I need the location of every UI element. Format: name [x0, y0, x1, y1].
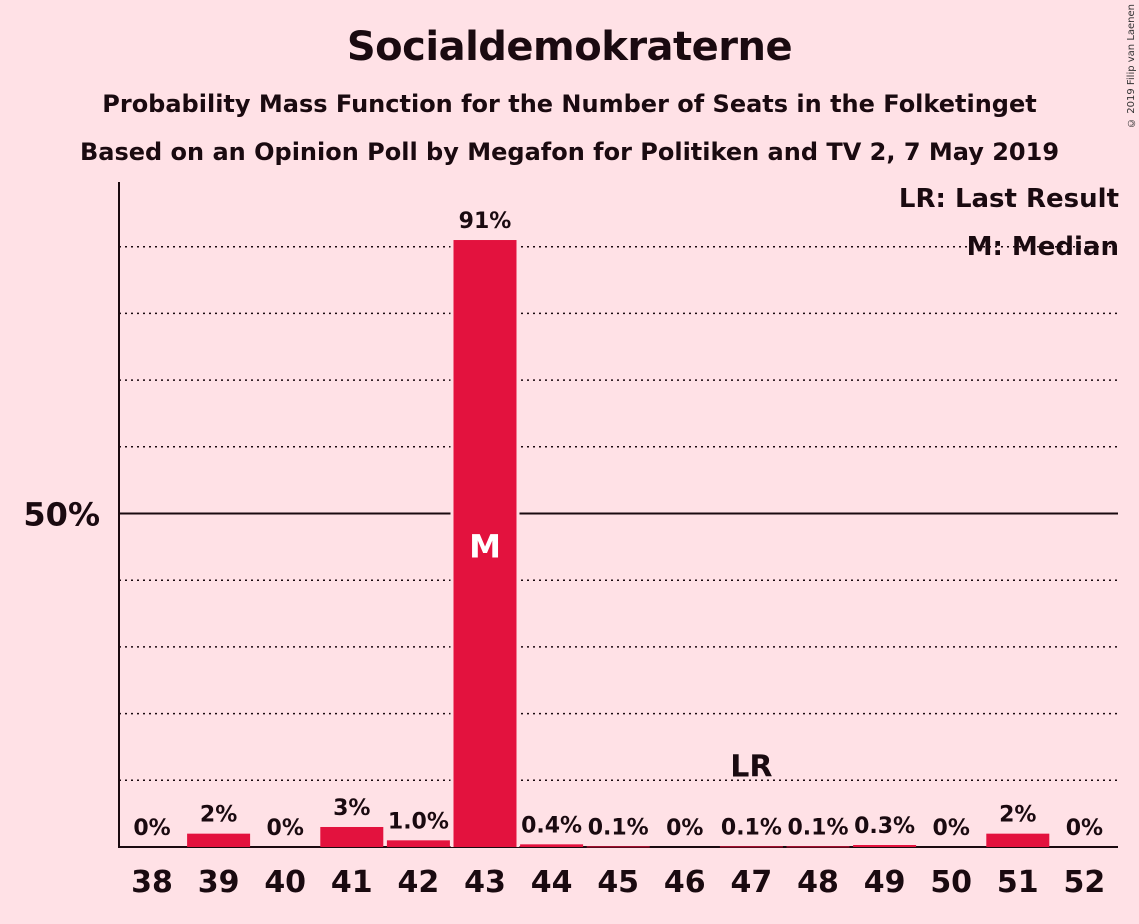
data-label-seat-47: 0.1%: [721, 815, 782, 840]
chart-subtitle-poll: Based on an Opinion Poll by Megafon for …: [79, 138, 1060, 166]
data-label-seat-44: 0.4%: [521, 813, 582, 838]
data-label-seat-39: 2%: [200, 803, 237, 828]
chart-subtitle: Probability Mass Function for the Number…: [102, 90, 1037, 118]
last-result-marker: LR: [730, 749, 772, 784]
legend-last-result: LR: Last Result: [898, 184, 1119, 214]
y-tick-label: 50%: [23, 496, 100, 534]
data-label-seat-38: 0%: [133, 816, 170, 841]
bar-seat-45: [586, 846, 650, 848]
x-tick-label-48: 48: [797, 865, 839, 900]
x-tick-label-39: 39: [198, 865, 240, 900]
data-label-seat-50: 0%: [933, 816, 970, 841]
bar-seat-41: [320, 826, 384, 847]
data-label-seat-46: 0%: [666, 816, 703, 841]
x-tick-label-38: 38: [131, 865, 173, 900]
x-tick-label-43: 43: [464, 865, 506, 900]
data-label-seat-52: 0%: [1066, 816, 1103, 841]
chart-title: Socialdemokraterne: [346, 24, 793, 70]
bar-seat-43: [453, 240, 517, 847]
bar-seat-49: [853, 844, 917, 847]
x-tick-label-49: 49: [864, 865, 906, 900]
data-label-seat-49: 0.3%: [854, 814, 915, 839]
bar-seat-51: [986, 833, 1050, 847]
x-tick-label-50: 50: [930, 865, 972, 900]
bar-seat-39: [187, 833, 251, 847]
data-label-seat-51: 2%: [999, 803, 1036, 828]
x-tick-label-42: 42: [398, 865, 440, 900]
x-tick-label-52: 52: [1064, 865, 1106, 900]
bar-seat-42: [386, 840, 450, 847]
x-tick-label-41: 41: [331, 865, 373, 900]
x-tick-label-44: 44: [531, 865, 573, 900]
legend-median: M: Median: [966, 232, 1119, 262]
data-label-seat-48: 0.1%: [787, 815, 848, 840]
bar-seat-44: [520, 844, 584, 847]
data-label-seat-43: 91%: [459, 209, 512, 234]
bar-seat-47: [719, 846, 783, 848]
data-label-seat-42: 1.0%: [388, 809, 449, 834]
data-label-seat-41: 3%: [333, 796, 370, 821]
data-label-seat-40: 0%: [267, 816, 304, 841]
bar-seat-48: [786, 846, 850, 848]
x-tick-label-46: 46: [664, 865, 706, 900]
x-tick-label-45: 45: [597, 865, 639, 900]
x-tick-label-51: 51: [997, 865, 1039, 900]
x-tick-label-40: 40: [264, 865, 306, 900]
median-marker: M: [469, 528, 501, 566]
data-label-seat-45: 0.1%: [588, 815, 649, 840]
x-tick-label-47: 47: [731, 865, 773, 900]
